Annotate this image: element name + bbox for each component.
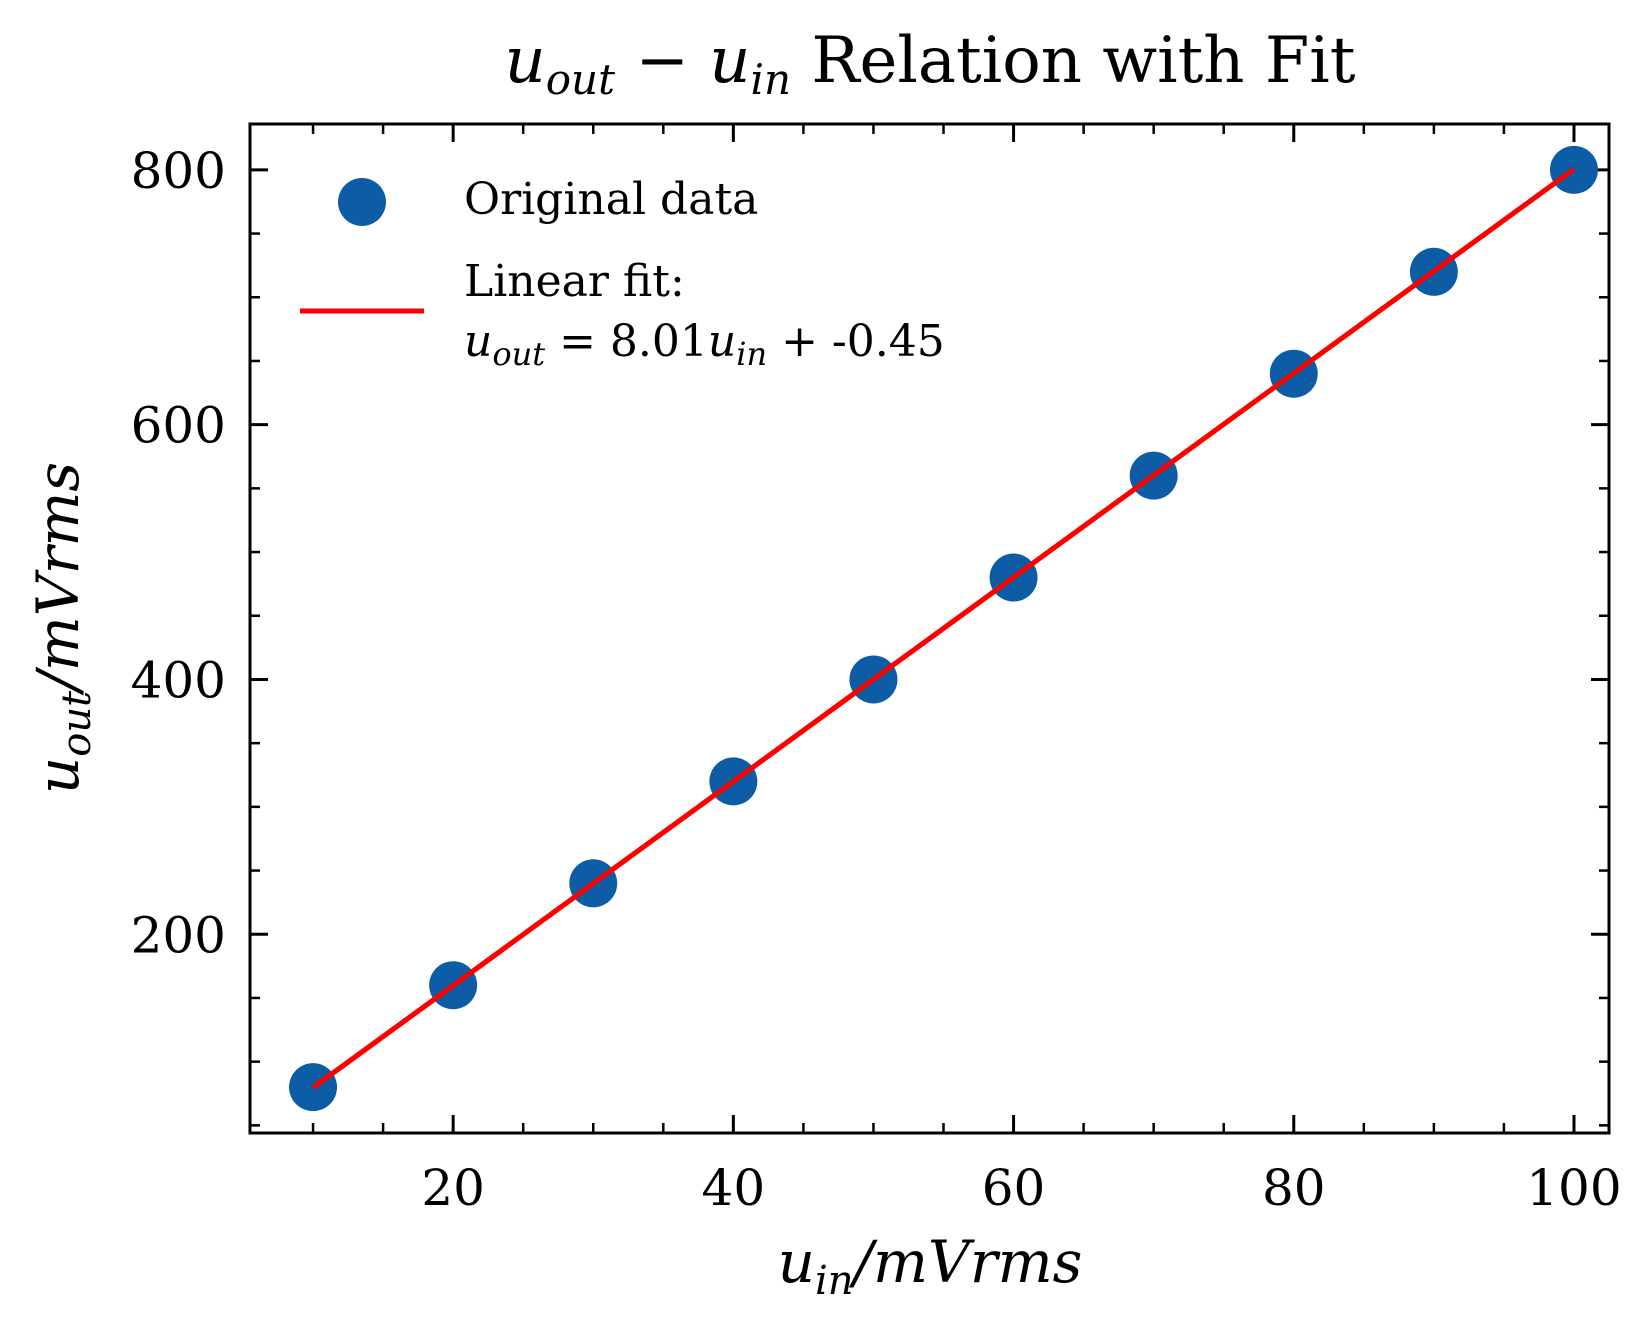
chart-title: uout − uin Relation with Fit [505,24,1356,104]
plot-frame [248,122,1611,1135]
legend-eq-sub: out [492,335,545,373]
y-axis-label: uout/mVrms [24,462,100,794]
legend-eq-base: u [464,316,492,367]
x-axis-label: uin/mVrms [778,1228,1083,1304]
title-rest: Relation with Fit [791,24,1356,98]
legend-fit-label-line1: Linear fit: [464,256,685,307]
legend-scatter-label: Original data [464,174,758,225]
ylabel-rest: /mVrms [24,462,92,696]
scatter-points [289,145,1598,1112]
title-var1-sub: out [546,55,615,104]
tick-labels: 20 40 60 80 100 200 400 600 800 [131,142,1622,1217]
legend-eq-sub2: in [736,335,767,373]
ylabel-sub: out [54,690,100,757]
title-minus-sign: − [635,24,689,98]
y-tick-label: 800 [131,142,226,200]
title-var2-base: u [709,24,750,98]
title-var2-sub: in [751,55,791,104]
legend-fit-label-line2: uout = 8.01uin + -0.45 [464,316,945,373]
x-tick-label: 80 [1262,1159,1326,1217]
x-tick-label: 60 [982,1159,1046,1217]
y-tick-label: 200 [131,906,226,964]
legend-eq-rest: + -0.45 [767,316,945,367]
xlabel-base: u [778,1228,815,1296]
xlabel-sub: in [815,1258,854,1304]
x-tick-label: 100 [1526,1159,1621,1217]
ylabel-base: u [24,757,92,794]
legend-eq-base2: u [708,316,736,367]
legend: Original data Linear fit: uout = 8.01uin… [300,174,945,373]
axis-ticks [250,124,1609,1133]
legend-eq-coef: = 8.01 [545,316,708,367]
xlabel-rest: /mVrms [849,1228,1083,1296]
x-tick-label: 20 [421,1159,485,1217]
legend-scatter-marker [338,178,386,226]
y-tick-label: 400 [131,651,226,709]
title-space [689,24,709,98]
y-tick-label: 600 [131,397,226,455]
title-var1-base: u [505,24,546,98]
x-tick-label: 40 [702,1159,766,1217]
fit-line-overlay [311,167,1576,1090]
title-minus [615,24,635,98]
